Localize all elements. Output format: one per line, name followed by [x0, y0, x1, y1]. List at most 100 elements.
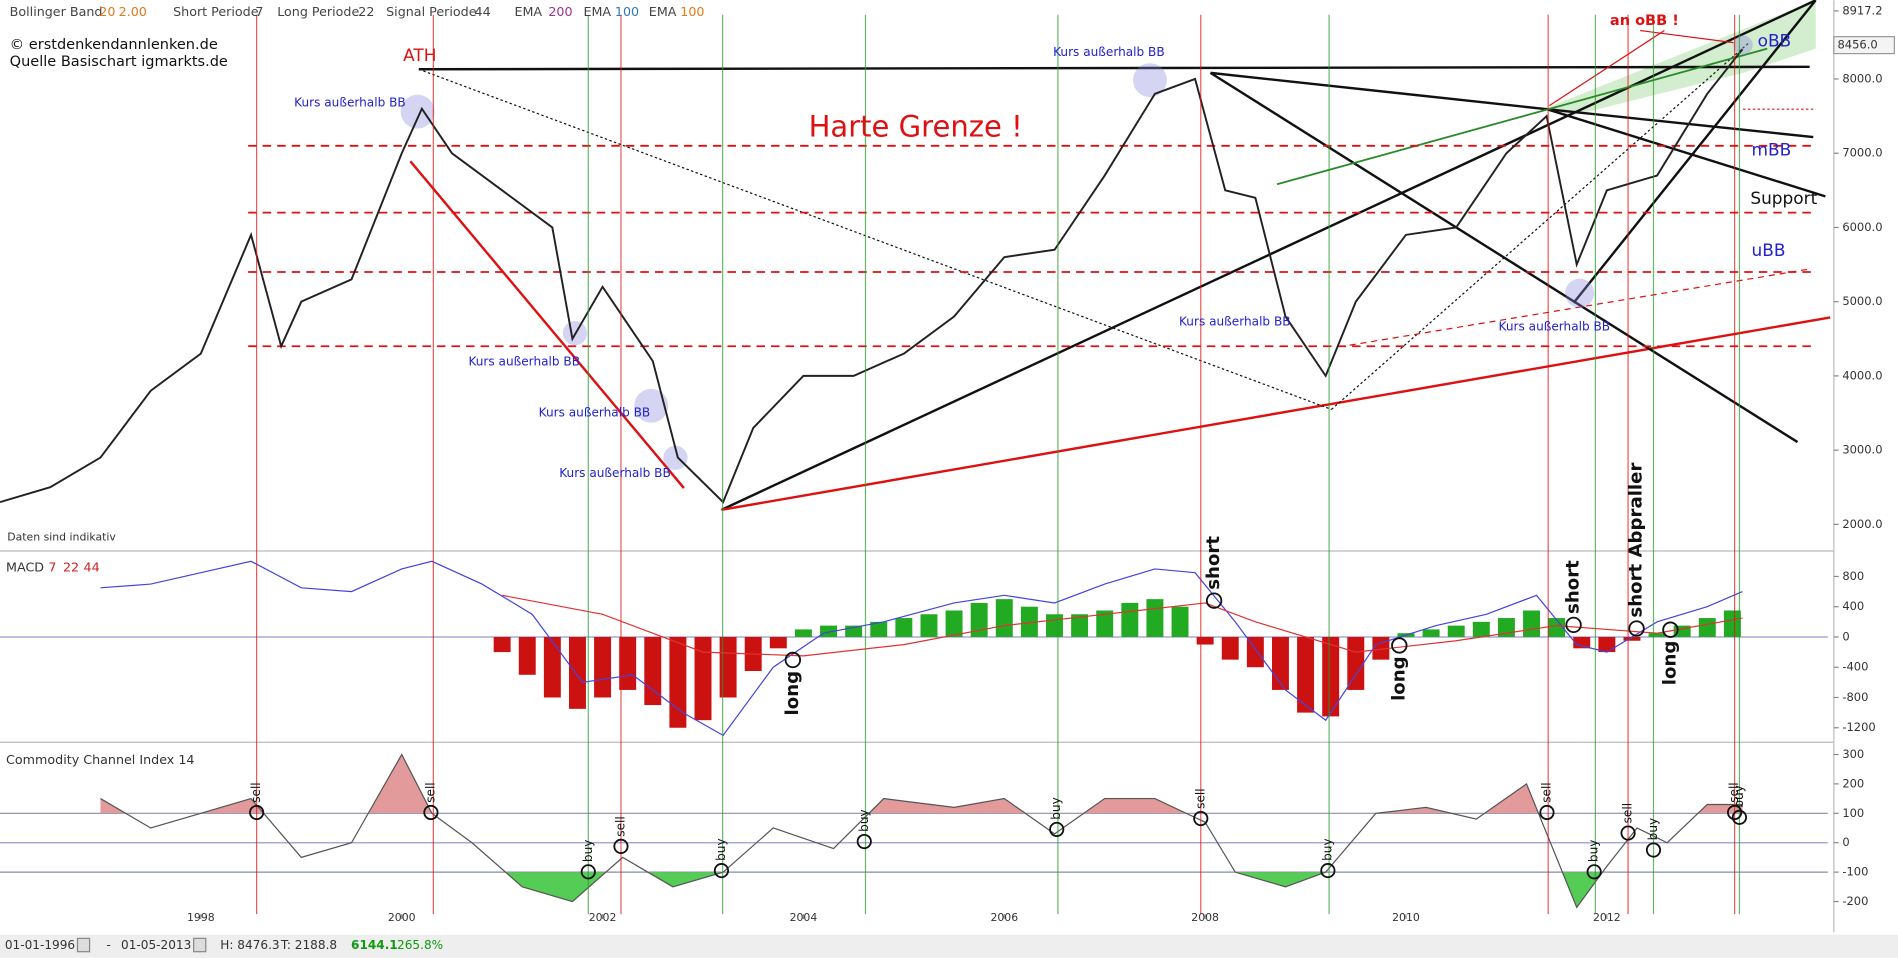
- signal-circle: [1320, 863, 1336, 879]
- macd-bar: [644, 636, 662, 706]
- trendline: [1349, 268, 1810, 346]
- signal-label: buy: [1646, 818, 1660, 841]
- macd-bar: [820, 625, 838, 637]
- cci-line: [100, 753, 1743, 909]
- signal-label: long: [1388, 656, 1409, 701]
- macd-bar: [1271, 636, 1289, 690]
- y-tick-label: 300: [1842, 747, 1864, 761]
- x-tick-label: 2004: [790, 911, 818, 924]
- signal-circle: [1731, 809, 1747, 825]
- annotation: an oBB !: [1610, 13, 1679, 29]
- macd-bar: [995, 599, 1013, 637]
- macd-bar: [970, 602, 988, 637]
- signal-circle: [784, 651, 802, 669]
- annotation: Kurs außerhalb BB: [559, 466, 671, 480]
- annotation: uBB: [1752, 240, 1786, 260]
- arrow: [1640, 29, 1734, 44]
- legend-text: 44: [475, 4, 491, 19]
- data-layer: 2000.03000.04000.05000.06000.07000.08000…: [0, 3, 1895, 924]
- macd-bar: [1648, 633, 1666, 637]
- signal-label: sell: [423, 782, 437, 802]
- y-tick-label: 5000.0: [1842, 294, 1882, 308]
- macd-bar: [1723, 610, 1741, 637]
- annotation: Kurs außerhalb BB: [294, 96, 406, 110]
- y-tick-label: -1200: [1842, 720, 1875, 734]
- signal-circle: [423, 804, 439, 821]
- signal-label: sell: [1621, 803, 1635, 823]
- signal-circle: [1662, 621, 1679, 638]
- signal-circle: [1565, 616, 1582, 634]
- signal-label: buy: [1049, 797, 1063, 820]
- calendar-icon[interactable]: [76, 937, 91, 953]
- trendline: [1546, 108, 1814, 139]
- channel-fill: [1543, 0, 1816, 116]
- signal-label: short: [1563, 560, 1584, 614]
- signal-circle: [580, 864, 596, 880]
- trendline: [409, 160, 685, 489]
- macd-bar: [1121, 602, 1139, 637]
- macd-bar: [845, 625, 863, 637]
- annotation: mBB: [1752, 139, 1792, 159]
- signal-circle: [249, 804, 265, 821]
- footer-text: 265.8%: [397, 938, 443, 952]
- macd-line: [501, 594, 1743, 657]
- signal-circle: [1586, 864, 1602, 880]
- y-tick-label: -200: [1842, 894, 1868, 908]
- macd-bar: [1573, 636, 1591, 649]
- signal-circle: [713, 863, 729, 879]
- calendar-icon[interactable]: [193, 937, 207, 953]
- y-tick-label: -100: [1842, 865, 1868, 879]
- trendline: [1331, 42, 1750, 410]
- y-tick-label: 8917.2: [1842, 3, 1882, 17]
- footer-text: H: 8476.3: [220, 938, 279, 952]
- annotation: Kurs außerhalb BB: [1179, 315, 1291, 329]
- signal-label: sell: [1727, 782, 1741, 802]
- trendline: [721, 316, 1831, 512]
- annotation: Kurs außerhalb BB: [1499, 320, 1611, 334]
- marker: [1733, 35, 1753, 55]
- signal-label: buy: [581, 840, 595, 863]
- source: Quelle Basischart igmarkts.de: [10, 54, 228, 70]
- legend-text: 20: [99, 4, 115, 19]
- bb-touch-markers: [400, 35, 1753, 470]
- macd-bar: [1246, 636, 1264, 668]
- last-price-box: [1833, 36, 1895, 55]
- macd-bar: [493, 636, 511, 653]
- signal-label: sell: [1539, 782, 1553, 802]
- trendline: [1546, 108, 1826, 198]
- disclaimer: Daten sind indikativ: [7, 531, 116, 544]
- y-tick-label: -400: [1842, 660, 1868, 674]
- legend-text: EMA: [649, 4, 677, 19]
- signal-circle: [1645, 842, 1662, 858]
- macd-bar: [1196, 636, 1214, 645]
- macd-bar: [1322, 636, 1340, 717]
- legend-text: Long Periode: [277, 4, 359, 19]
- macd-bar: [870, 621, 888, 637]
- trendlines: [409, 0, 1831, 512]
- macd-bar: [1623, 636, 1641, 641]
- y-tick-label: 100: [1842, 806, 1864, 820]
- copyright: © erstdenkendannlenken.de: [10, 37, 218, 53]
- legend-text: Short Periode: [173, 4, 259, 19]
- macd-bar: [1598, 636, 1616, 653]
- macd-bar: [945, 610, 963, 637]
- price-line: [0, 48, 1744, 504]
- marker: [663, 445, 688, 470]
- x-tick-label: 2010: [1392, 911, 1420, 924]
- annotation: Kurs außerhalb BB: [468, 355, 580, 369]
- legend-text: 100: [615, 4, 639, 19]
- x-tick-label: 2008: [1191, 911, 1219, 924]
- macd-bar: [594, 636, 612, 698]
- last-price-label: 8456.0: [1837, 38, 1877, 52]
- legend-text: 2.00: [119, 4, 147, 19]
- y-tick-label: 200: [1842, 776, 1864, 790]
- signal-label: sell: [1193, 788, 1207, 808]
- macd-bar: [1096, 610, 1114, 637]
- signal-circle: [1620, 825, 1636, 841]
- y-tick-label: 7000.0: [1842, 146, 1882, 160]
- macd-bar: [669, 636, 687, 728]
- legend-text: Signal Periode: [386, 4, 477, 19]
- signal-circle: [1539, 804, 1555, 821]
- annotation: oBB: [1758, 30, 1792, 50]
